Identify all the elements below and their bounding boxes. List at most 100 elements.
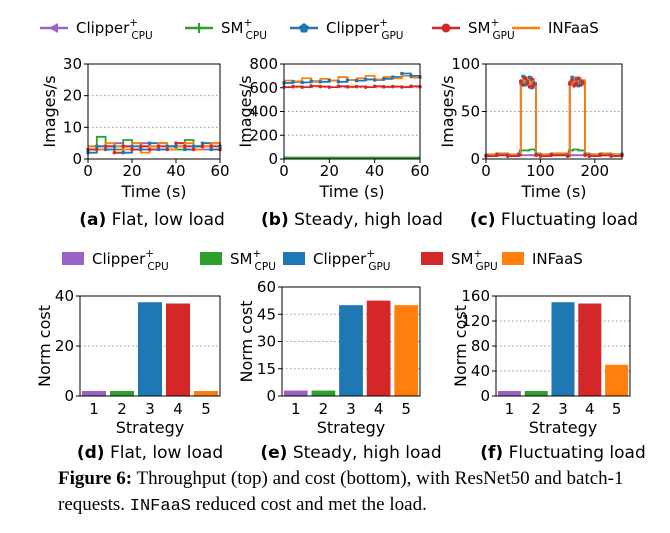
caption-text-2: reduced cost and met the load. [190, 494, 427, 515]
bar [109, 391, 135, 396]
data-point [598, 153, 603, 157]
y-tick-label: 15 [257, 360, 276, 378]
bar [497, 391, 521, 396]
legend-bottom: Clipper+ CPU SM+ CPU Clipper+ GPU SM+ GPU INFaaS [62, 248, 583, 273]
legend-swatch [283, 252, 305, 265]
legend-label: SM+ GPU [451, 248, 498, 273]
data-point [373, 78, 377, 82]
x-tick-label: 20 [122, 162, 141, 180]
data-point [525, 81, 530, 85]
data-point [567, 82, 572, 86]
data-point [130, 144, 134, 148]
data-point [576, 84, 581, 88]
data-point [112, 144, 116, 148]
panel-d: 0 20 40 1 2 3 4 5 Strategy Norm cost (d) Flat, low… [35, 287, 223, 463]
data-point [200, 141, 204, 145]
y-tick-label: 200 [249, 126, 278, 144]
data-point [523, 83, 527, 87]
legend-label: Clipper+ GPU [313, 248, 390, 273]
data-point [579, 79, 583, 83]
legend-swatch [421, 252, 443, 265]
data-point [291, 80, 295, 84]
legend-bottom-item: INFaaS [502, 250, 583, 268]
data-point [291, 84, 295, 89]
data-point [103, 144, 108, 149]
x-tick-label: 5 [201, 400, 211, 418]
data-point [327, 85, 332, 89]
y-tick-label: 45 [257, 305, 276, 323]
y-tick-label: 0 [470, 150, 480, 168]
data-point [400, 71, 404, 76]
plot-frame [485, 63, 623, 160]
data-point [534, 153, 538, 157]
legend-label: SM+ CPU [221, 17, 267, 42]
x-tick-label: 4 [173, 400, 183, 418]
subfigure-caption: (b) Steady, high load [261, 210, 443, 230]
plot-frame [79, 295, 221, 397]
data-point [530, 86, 534, 90]
data-point [570, 78, 574, 82]
series-line [284, 85, 421, 89]
data-point [192, 144, 196, 148]
plot-frame [283, 63, 421, 160]
series-line [486, 76, 623, 156]
data-point [391, 75, 395, 79]
data-point [527, 85, 532, 89]
y-tick-label: 400 [249, 103, 278, 121]
data-point [147, 147, 152, 152]
legend-marker [441, 23, 451, 33]
data-point [165, 144, 169, 148]
x-tick-label: 40 [365, 162, 384, 180]
x-tick-label: 3 [346, 400, 356, 418]
y-tick-label: 160 [461, 287, 490, 305]
data-point [529, 77, 534, 81]
bar [578, 303, 602, 396]
bar [339, 305, 363, 396]
x-axis-label: Time (s) [520, 182, 586, 201]
data-point [156, 144, 161, 149]
data-point [409, 84, 413, 89]
data-point [505, 154, 510, 158]
data-point [538, 154, 543, 158]
x-tick-label: 2 [531, 400, 541, 418]
legend-label: Clipper+ GPU [326, 17, 403, 42]
x-axis-label: Strategy [529, 418, 598, 437]
data-point [104, 147, 108, 152]
y-axis-label: Images/s [438, 75, 457, 147]
series-line [88, 142, 221, 154]
data-point [609, 154, 613, 158]
data-point [191, 147, 196, 152]
x-tick-label: 4 [374, 400, 384, 418]
x-tick-label: 5 [401, 400, 411, 418]
legend-top-item: Clipper+ GPU [290, 17, 403, 42]
y-axis-label: Images/s [236, 75, 255, 147]
caption-mono: INFaaS [129, 497, 191, 516]
legend-label: INFaaS [548, 19, 599, 37]
data-point [576, 76, 581, 81]
data-point [572, 84, 576, 88]
legend-marker [299, 23, 309, 33]
data-point [521, 74, 525, 78]
x-tick-label: 2 [319, 400, 329, 418]
plot-frame [87, 63, 221, 160]
data-point [336, 84, 341, 89]
x-tick-label: 3 [558, 400, 568, 418]
data-point [519, 79, 523, 83]
bar [165, 303, 191, 396]
data-point [521, 83, 525, 87]
x-tick-label: 20 [320, 162, 339, 180]
legend-top-item: SM+ CPU [185, 17, 267, 42]
caption-label: Figure 6: [58, 468, 133, 489]
data-point [345, 85, 350, 89]
x-tick-label: 3 [145, 400, 155, 418]
bar [366, 300, 391, 396]
subfigure-caption: (f) Fluctuating load [480, 443, 646, 463]
legend-top-item: INFaaS [512, 19, 599, 37]
data-point [309, 84, 314, 88]
data-point [174, 144, 178, 148]
legend-bottom-item: SM+ GPU [421, 248, 498, 273]
data-point [165, 147, 169, 152]
legend-bottom-item: Clipper+ CPU [62, 248, 169, 273]
bar [283, 390, 308, 396]
